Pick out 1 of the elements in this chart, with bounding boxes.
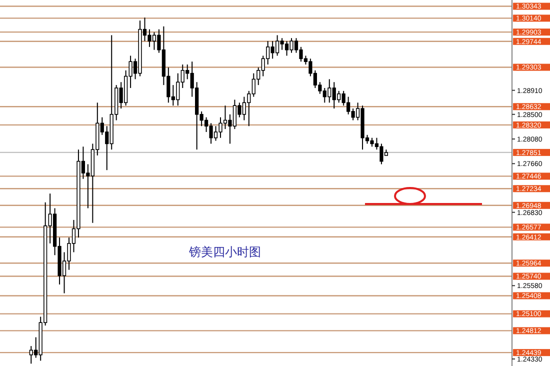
text: 镑美四小时图 xyxy=(188,245,261,259)
